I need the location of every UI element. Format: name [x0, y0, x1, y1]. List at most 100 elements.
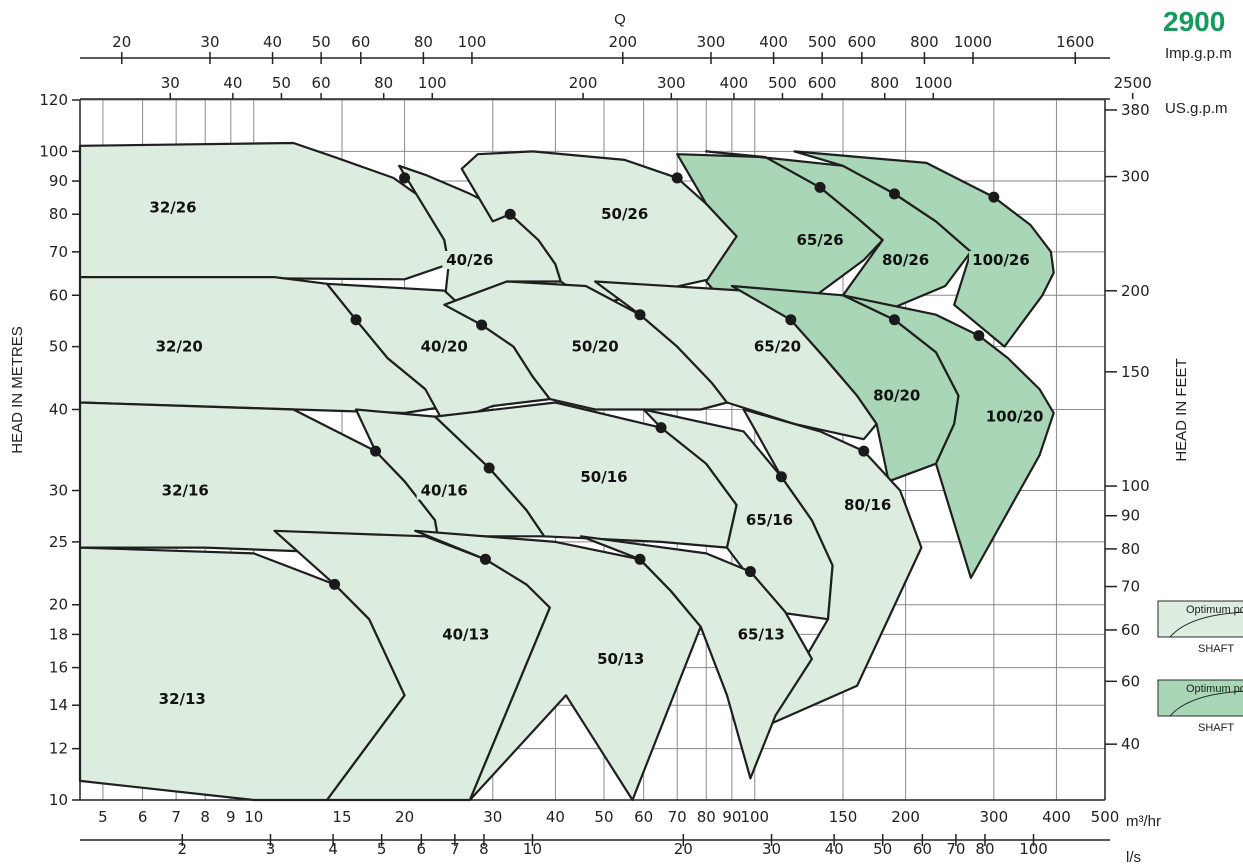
- pump-region-80-16: [742, 408, 923, 728]
- y-tick-label: 14: [49, 696, 68, 714]
- x-tick-label-m3hr: 7: [171, 808, 181, 826]
- pump-label-65-26: 65/26: [796, 231, 843, 249]
- y-tick-label: 20: [49, 596, 68, 614]
- bep-dot-80-26: [888, 188, 900, 200]
- ft-tick-label: 90: [1121, 507, 1140, 525]
- us-tick-label: 800: [870, 74, 899, 92]
- y-tick-label: 12: [49, 740, 68, 758]
- ls-tick-label: 4: [328, 840, 338, 858]
- y-tick-label: 70: [49, 243, 68, 261]
- x-tick-label-m3hr: 9: [226, 808, 236, 826]
- pump-label-bg: [145, 198, 201, 217]
- imp-tick-label: 80: [414, 33, 433, 51]
- pump-label-bg: [576, 467, 632, 486]
- m3hr-label: m³/hr: [1126, 813, 1161, 830]
- pump-label-bg: [792, 231, 848, 250]
- y-tick-label: 16: [49, 659, 68, 677]
- pump-region-65-16: [642, 408, 834, 621]
- ls-tick-label: 7: [450, 840, 460, 858]
- pump-label-50-16: 50/16: [580, 468, 627, 486]
- legend-dark-sub: SHAFT: [1198, 722, 1234, 734]
- imp-tick-label: 50: [312, 33, 331, 51]
- pump-label-40-26: 40/26: [446, 251, 493, 269]
- pump-label-bg: [151, 337, 207, 356]
- x-tick-label-m3hr: 300: [980, 808, 1009, 826]
- pump-label-32-16: 32/16: [162, 482, 209, 500]
- bep-dot-40-16: [483, 462, 495, 474]
- y-tick-label: 30: [49, 482, 68, 500]
- ft-tick-label: 40: [1121, 735, 1140, 753]
- pump-region-65-13: [579, 535, 814, 780]
- ls-tick-label: 6: [417, 840, 427, 858]
- y-tick-label: 90: [49, 172, 68, 190]
- pump-label-bg: [597, 205, 653, 224]
- ft-tick-label: 60: [1121, 672, 1140, 690]
- pump-label-40-20: 40/20: [421, 338, 468, 356]
- y-tick-label: 120: [39, 91, 68, 109]
- x-tick-label-m3hr: 70: [668, 808, 687, 826]
- x-tick-label-m3hr: 10: [244, 808, 263, 826]
- x-tick-label-m3hr: 15: [332, 808, 351, 826]
- x-tick-label-m3hr: 100: [740, 808, 769, 826]
- x-tick-label-m3hr: 90: [722, 808, 741, 826]
- y-tick-label: 40: [49, 400, 68, 418]
- imp-tick-label: 20: [112, 33, 131, 51]
- us-tick-label: 30: [161, 74, 180, 92]
- pump-label-bg: [157, 481, 213, 500]
- pump-label-100-26: 100/26: [972, 251, 1030, 269]
- pump-label-bg: [438, 625, 494, 644]
- legend-dark: Optimum po SHAFT: [1157, 679, 1243, 734]
- imp-tick-label: 1600: [1056, 33, 1094, 51]
- bep-dot-40-13: [479, 553, 491, 565]
- pump-label-80-16: 80/16: [844, 496, 891, 514]
- pump-label-40-16: 40/16: [421, 482, 468, 500]
- y-tick-label: 18: [49, 625, 68, 643]
- pump-label-50-26: 50/26: [601, 205, 648, 223]
- pump-label-bg: [869, 386, 925, 405]
- x-tick-label-m3hr: 6: [138, 808, 148, 826]
- pump-label-bg: [442, 251, 498, 270]
- imp-tick-label: 40: [263, 33, 282, 51]
- speed-label: 2900: [1163, 6, 1225, 37]
- pump-label-bg: [742, 511, 798, 530]
- ft-tick-label: 200: [1121, 282, 1150, 300]
- x-tick-label-m3hr: 200: [891, 808, 920, 826]
- bep-dot-100-26: [988, 191, 1000, 203]
- bep-dot-50-13: [634, 553, 646, 565]
- imp-tick-label: 1000: [954, 33, 992, 51]
- bep-dot-32-20: [350, 314, 362, 326]
- ft-tick-label: 80: [1121, 540, 1140, 558]
- pump-label-32-13: 32/13: [159, 690, 206, 708]
- us-tick-label: 300: [657, 74, 686, 92]
- pump-label-65-16: 65/16: [746, 511, 793, 529]
- imp-tick-label: 400: [759, 33, 788, 51]
- bep-dot-80-16: [858, 445, 870, 457]
- ls-tick-label: 100: [1019, 840, 1048, 858]
- ls-tick-label: 8: [479, 840, 489, 858]
- pump-label-bg: [749, 337, 805, 356]
- bep-dot-32-26: [399, 172, 411, 184]
- pump-label-bg: [416, 337, 472, 356]
- pump-label-bg: [593, 649, 649, 668]
- pump-label-80-26: 80/26: [882, 251, 929, 269]
- bep-dot-65-13: [744, 566, 756, 578]
- x-tick-label-m3hr: 40: [546, 808, 565, 826]
- y-tick-label: 25: [49, 533, 68, 551]
- best-efficiency-points: [329, 172, 1000, 590]
- ls-tick-label: 5: [377, 840, 387, 858]
- legend-light-label: Optimum po: [1186, 604, 1243, 616]
- pump-region-50-13: [414, 529, 702, 802]
- pump-label-bg: [982, 407, 1047, 426]
- pump-label-bg: [567, 337, 623, 356]
- x-tick-label-m3hr: 80: [697, 808, 716, 826]
- pump-label-bg: [968, 251, 1033, 270]
- x-tick-label-m3hr: 500: [1091, 808, 1120, 826]
- bep-dot-65-20: [785, 314, 797, 326]
- ft-tick-label: 150: [1121, 363, 1150, 381]
- us-tick-label: 600: [808, 74, 837, 92]
- x-tick-label-m3hr: 50: [594, 808, 613, 826]
- x-tick-label-m3hr: 150: [829, 808, 858, 826]
- bep-dot-100-20: [973, 330, 985, 342]
- pump-label-65-13: 65/13: [738, 625, 785, 643]
